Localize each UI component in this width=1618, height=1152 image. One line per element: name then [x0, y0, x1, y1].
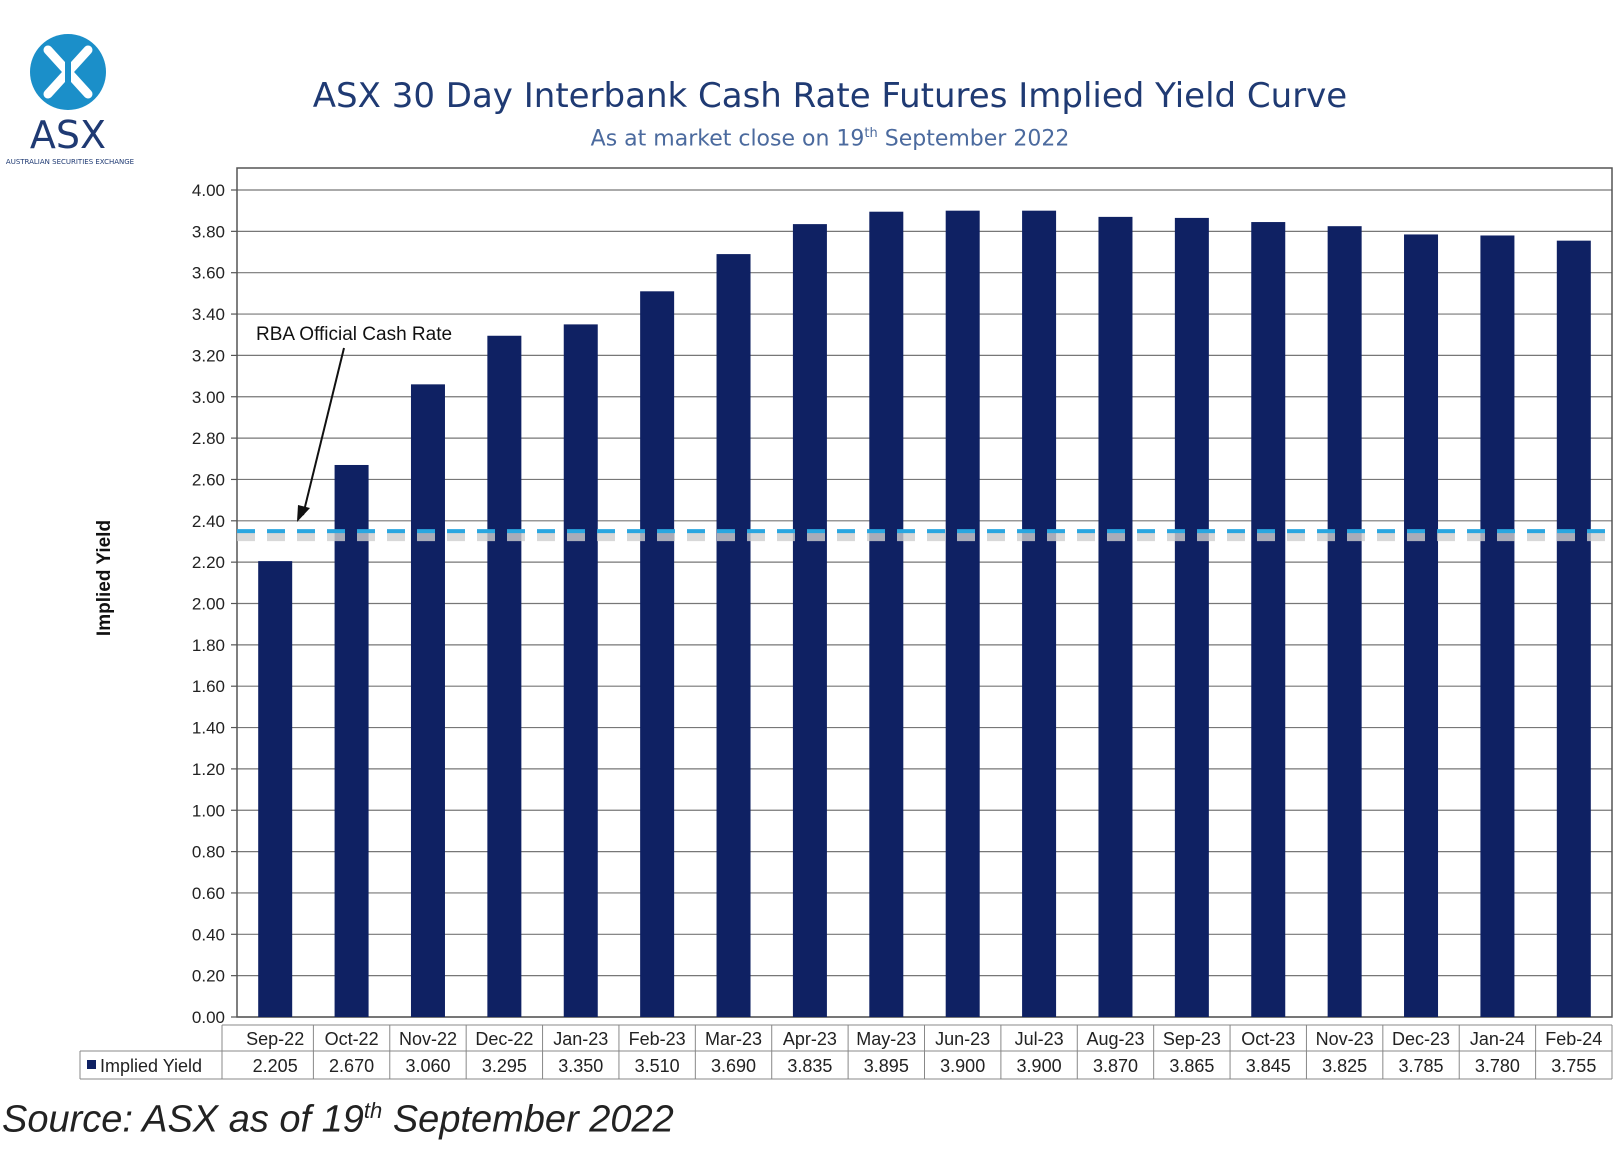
x-category-label: Dec-23 [1392, 1029, 1450, 1049]
data-value-label: 3.835 [787, 1056, 832, 1076]
data-value-label: 3.780 [1475, 1056, 1520, 1076]
data-value-label: 2.670 [329, 1056, 374, 1076]
bar [716, 254, 751, 1017]
rba-annotation-label: RBA Official Cash Rate [256, 324, 452, 345]
y-tick-labels: 0.00 0.20 0.40 0.60 0.80 1.00 1.20 1.40 1.60 1.80… [192, 181, 225, 1027]
x-category-label: Feb-24 [1545, 1029, 1602, 1049]
bar [1404, 234, 1439, 1018]
x-category-label: Feb-23 [629, 1029, 686, 1049]
data-value-label: 3.350 [558, 1056, 603, 1076]
data-value-label: 3.870 [1093, 1056, 1138, 1076]
y-tick-label: 0.80 [192, 843, 225, 862]
data-value-label: 3.825 [1322, 1056, 1367, 1076]
data-value-label: 3.755 [1551, 1056, 1596, 1076]
x-category-label: Nov-22 [399, 1029, 457, 1049]
data-value-label: 3.845 [1246, 1056, 1291, 1076]
data-value-label: 3.785 [1399, 1056, 1444, 1076]
data-value-label: 3.900 [1017, 1056, 1062, 1076]
y-tick-label: 2.80 [192, 429, 225, 448]
x-category-label: Mar-23 [705, 1029, 762, 1049]
data-value-label: 3.510 [635, 1056, 680, 1076]
data-value-label: 3.895 [864, 1056, 909, 1076]
bar [1098, 216, 1133, 1017]
bar [487, 335, 522, 1017]
x-category-label: Jan-23 [553, 1029, 608, 1049]
y-tick-label: 3.80 [192, 222, 225, 241]
bar [1327, 226, 1362, 1017]
x-category-label: Oct-23 [1241, 1029, 1295, 1049]
data-value-label: 3.900 [940, 1056, 985, 1076]
y-tick-label: 2.40 [192, 512, 225, 531]
x-category-label: Apr-23 [783, 1029, 837, 1049]
asx-logo: ASX AUSTRALIAN SECURITIES EXCHANGE [6, 34, 134, 166]
bar [1022, 210, 1057, 1018]
y-tick-label: 2.60 [192, 470, 225, 489]
yield-curve-chart: 0.00 0.20 0.40 0.60 0.80 1.00 1.20 1.40 1.60 1.80… [79, 167, 1613, 1080]
plot-frame [236, 167, 1613, 1018]
data-value-label: 3.865 [1169, 1056, 1214, 1076]
legend-series-name: Implied Yield [100, 1056, 202, 1076]
bar [1174, 217, 1209, 1017]
x-category-label: Dec-22 [475, 1029, 533, 1049]
data-value-label: 3.690 [711, 1056, 756, 1076]
annotation-arrow [297, 347, 345, 522]
bar [563, 324, 598, 1017]
y-tick-label: 1.60 [192, 677, 225, 696]
data-value-label: 2.205 [253, 1056, 298, 1076]
logo-text: ASX [30, 113, 106, 157]
y-tick-label: 0.60 [192, 884, 225, 903]
x-category-label: Oct-22 [325, 1029, 379, 1049]
bar [258, 561, 293, 1017]
x-category-label: Aug-23 [1086, 1029, 1144, 1049]
gridlines [231, 189, 1612, 1018]
bars [258, 210, 1591, 1018]
chart-subtitle: As at market close on 19th September 202… [590, 126, 1070, 152]
data-value-label: 3.060 [405, 1056, 450, 1076]
bar [945, 210, 980, 1018]
bar [334, 464, 369, 1017]
y-tick-label: 3.00 [192, 388, 225, 407]
bar [869, 211, 904, 1018]
y-tick-label: 1.20 [192, 760, 225, 779]
data-table: Sep-22 Oct-22 Nov-22 Dec-22 Jan-23 Feb-23 Mar-… [79, 1024, 1613, 1080]
bar [792, 224, 827, 1017]
logo-tagline: AUSTRALIAN SECURITIES EXCHANGE [6, 158, 134, 166]
y-axis-label: Implied Yield [94, 520, 115, 636]
bar [640, 291, 675, 1017]
bar [1556, 240, 1591, 1017]
rba-cash-rate-line [237, 529, 1612, 542]
y-tick-label: 1.00 [192, 801, 225, 820]
x-category-label: Sep-22 [246, 1029, 304, 1049]
y-tick-label: 3.40 [192, 305, 225, 324]
y-tick-label: 3.20 [192, 346, 225, 365]
bar [410, 384, 445, 1018]
legend-swatch [87, 1060, 96, 1069]
y-tick-label: 0.00 [192, 1008, 225, 1027]
y-tick-label: 1.80 [192, 636, 225, 655]
y-tick-label: 0.40 [192, 925, 225, 944]
x-category-label: May-23 [856, 1029, 916, 1049]
x-category-label: Jul-23 [1015, 1029, 1064, 1049]
bar [1480, 235, 1515, 1018]
bar [1251, 222, 1286, 1017]
y-tick-label: 2.20 [192, 553, 225, 572]
chart-title: ASX 30 Day Interbank Cash Rate Futures I… [312, 76, 1348, 116]
source-note: Source: ASX as of 19th September 2022 [2, 1098, 674, 1141]
x-category-label: Jun-23 [935, 1029, 990, 1049]
x-category-label: Sep-23 [1163, 1029, 1221, 1049]
data-value-label: 3.295 [482, 1056, 527, 1076]
x-category-label: Jan-24 [1470, 1029, 1525, 1049]
y-tick-label: 1.40 [192, 719, 225, 738]
x-category-label: Nov-23 [1316, 1029, 1374, 1049]
y-tick-label: 2.00 [192, 595, 225, 614]
y-tick-label: 4.00 [192, 181, 225, 200]
y-tick-label: 0.20 [192, 967, 225, 986]
y-tick-label: 3.60 [192, 264, 225, 283]
